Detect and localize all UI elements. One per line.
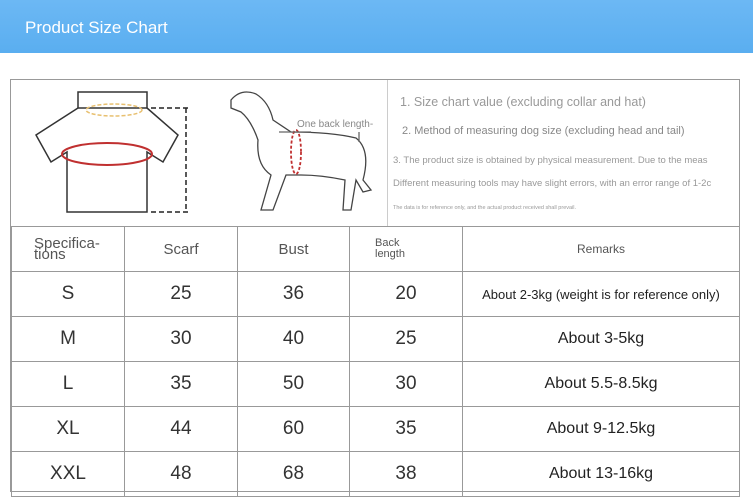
table-cell: S: [11, 271, 125, 317]
table-cell: 25: [349, 316, 463, 362]
table-cell: 30: [124, 316, 238, 362]
table-cell: 20: [349, 271, 463, 317]
table-cell: 30: [349, 361, 463, 407]
table-cell: XL: [11, 406, 125, 452]
size-chart: One back length- 1. Size chart value (ex…: [10, 79, 740, 497]
table-cell: 68: [237, 451, 350, 497]
table-cell: M: [11, 316, 125, 362]
table-cell: 35: [349, 406, 463, 452]
page-title: Product Size Chart: [25, 18, 168, 37]
table-cell: About 9-12.5kg: [462, 406, 740, 452]
table-cell: 25: [124, 271, 238, 317]
column-header: Bust: [237, 226, 350, 272]
table-cell: 38: [349, 451, 463, 497]
table-cell: XXL: [11, 451, 125, 497]
column-header: Scarf: [124, 226, 238, 272]
column-header: Back length: [349, 226, 463, 272]
back-length-label: One back length-: [297, 119, 373, 130]
table-cell: 48: [124, 451, 238, 497]
table-cell: 60: [237, 406, 350, 452]
table-cell: About 13-16kg: [462, 451, 740, 497]
measurement-illustration: One back length-: [35, 91, 373, 213]
table-cell: 35: [124, 361, 238, 407]
note-4: Different measuring tools may have sligh…: [393, 178, 712, 189]
table-row: S 25 36 20 About 2-3kg (weight is for refere…: [11, 271, 740, 317]
note-2: 2. Method of measuring dog size (excludi…: [402, 125, 685, 137]
table-row: M 30 40 25 About 3-5kg: [11, 316, 740, 362]
table-header-row: Specifica- tions Scarf Bust Back length …: [11, 226, 740, 272]
note-3: 3. The product size is obtained by physi…: [393, 155, 708, 166]
note-1: 1. Size chart value (excluding collar an…: [400, 95, 646, 109]
column-header: Specifica- tions: [11, 226, 125, 272]
note-5: The data is for reference only, and the …: [393, 205, 577, 211]
table-cell: 40: [237, 316, 350, 362]
dog-icon: [230, 91, 373, 211]
table-cell: L: [11, 361, 125, 407]
table-cell: 50: [237, 361, 350, 407]
table-cell: About 2-3kg (weight is for reference onl…: [462, 271, 740, 317]
table-row: L 35 50 30 About 5.5-8.5kg: [11, 361, 740, 407]
table-cell: About 5.5-8.5kg: [462, 361, 740, 407]
title-banner: Product Size Chart: [0, 0, 753, 53]
table-row: XL 44 60 35 About 9-12.5kg: [11, 406, 740, 452]
notes-panel: 1. Size chart value (excluding collar an…: [387, 80, 740, 226]
table-cell: 36: [237, 271, 350, 317]
shirt-icon: [35, 91, 191, 213]
table-cell: 44: [124, 406, 238, 452]
table-cell: About 3-5kg: [462, 316, 740, 362]
column-header: Remarks: [462, 226, 740, 272]
info-section: One back length- 1. Size chart value (ex…: [11, 80, 739, 227]
table-row: XXL 48 68 38 About 13-16kg: [11, 451, 740, 497]
size-table: Specifica- tions Scarf Bust Back length …: [11, 226, 740, 497]
